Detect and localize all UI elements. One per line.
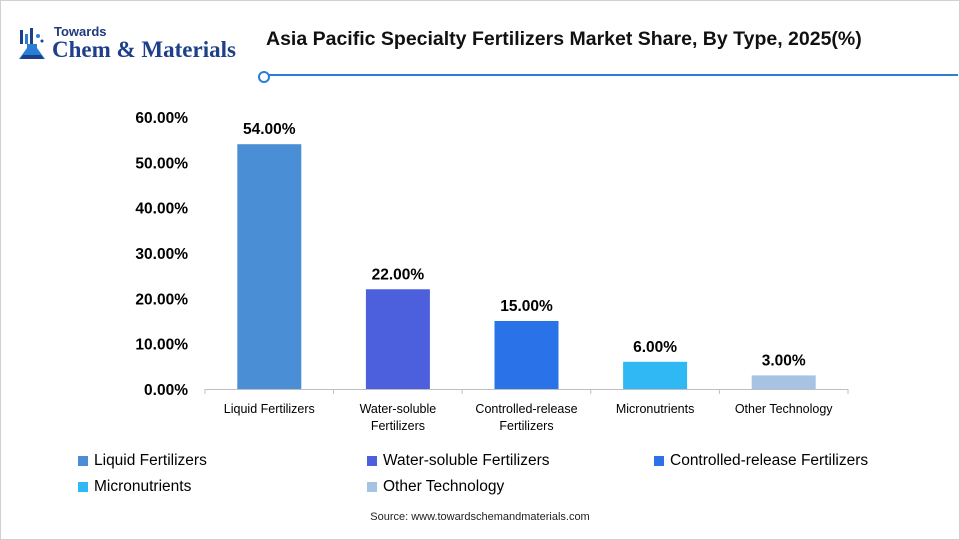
y-tick-label: 30.00% [135, 246, 188, 263]
legend-swatch [367, 456, 377, 466]
legend-item-water-soluble-fertilizers: Water-soluble Fertilizers [367, 452, 550, 470]
legend-label: Other Technology [383, 478, 505, 495]
bar-5 [751, 375, 816, 389]
y-tick-label: 10.00% [135, 337, 188, 354]
data-label: 22.00% [372, 266, 425, 283]
y-tick-label: 20.00% [135, 291, 188, 308]
legend-label: Liquid Fertilizers [94, 452, 207, 469]
legend-item-controlled-release-fertilizers: Controlled-release Fertilizers [654, 452, 868, 470]
y-tick-label: 60.00% [135, 110, 188, 127]
legend-label: Controlled-release Fertilizers [670, 452, 869, 469]
bar-2 [365, 289, 430, 389]
legend-label: Water-soluble Fertilizers [383, 452, 550, 469]
legend: Liquid Fertilizers Water-soluble Fertili… [70, 452, 950, 502]
logo-text-name: Chem & Materials [52, 37, 236, 62]
legend-label: Micronutrients [94, 478, 192, 495]
bar-3 [494, 321, 559, 389]
y-tick-label: 0.00% [144, 382, 188, 399]
chart-title: Asia Pacific Specialty Fertilizers Marke… [266, 28, 862, 50]
source-note: Source: www.towardschemandmaterials.com [370, 511, 590, 523]
data-label: 15.00% [500, 298, 553, 315]
x-tick-label: Micronutrients [616, 402, 695, 416]
data-label: 6.00% [633, 339, 677, 356]
x-tick-label: Liquid Fertilizers [224, 402, 315, 416]
legend-swatch [654, 456, 664, 466]
legend-item-other-technology: Other Technology [367, 478, 504, 496]
x-tick-label: Fertilizers [499, 419, 553, 433]
x-tick-label: Other Technology [735, 402, 833, 416]
legend-item-micronutrients: Micronutrients [78, 478, 191, 496]
legend-swatch [78, 482, 88, 492]
y-tick-label: 40.00% [135, 201, 188, 218]
x-tick-label: Fertilizers [371, 419, 425, 433]
bar-4 [623, 361, 688, 389]
x-tick-label: Water-soluble [360, 402, 437, 416]
flask-icon [19, 28, 45, 59]
data-label: 3.00% [762, 352, 806, 369]
bar-1 [237, 144, 302, 389]
legend-swatch [367, 482, 377, 492]
x-tick-label: Controlled-release [475, 402, 577, 416]
legend-swatch [78, 456, 88, 466]
brand-logo: Towards Chem & Materials [14, 24, 254, 64]
legend-item-liquid-fertilizers: Liquid Fertilizers [78, 452, 207, 470]
title-underline-dot [258, 71, 270, 83]
logo-text-towards: Towards [54, 24, 107, 39]
y-tick-label: 50.00% [135, 155, 188, 172]
data-label: 54.00% [243, 121, 296, 138]
title-underline [264, 74, 958, 76]
